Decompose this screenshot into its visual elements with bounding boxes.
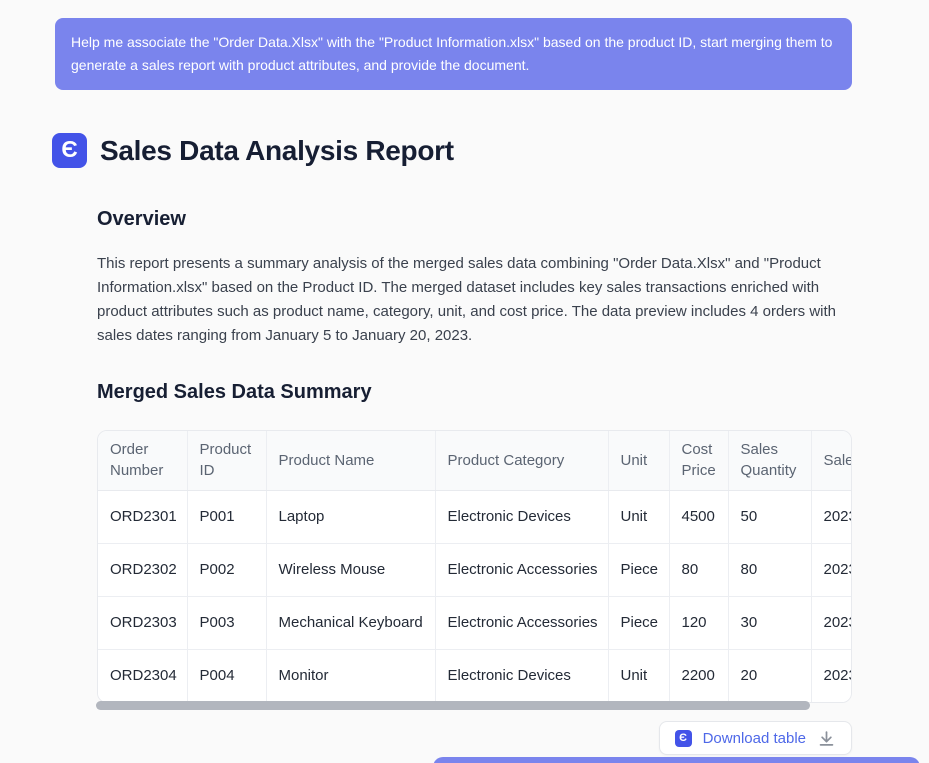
cell-product-category: Electronic Accessories xyxy=(435,543,609,597)
cell-sales-quantity: 80 xyxy=(728,543,812,597)
cell-unit: Unit xyxy=(608,649,670,702)
cell-product-name: Laptop xyxy=(266,490,436,544)
report-header: Є Sales Data Analysis Report xyxy=(52,133,454,168)
column-header-product-id: Product ID xyxy=(187,431,267,491)
download-table-button[interactable]: Є Download table xyxy=(658,721,852,755)
column-header-product-name: Product Name xyxy=(266,431,436,491)
table-row: ORD2301 P001 Laptop Electronic Devices U… xyxy=(98,490,851,544)
column-header-sales-date: Sales Date xyxy=(811,431,851,491)
cell-sales-date: 2023 xyxy=(811,649,851,702)
column-header-unit: Unit xyxy=(608,431,670,491)
app-logo-icon: Є xyxy=(52,133,87,168)
cell-product-category: Electronic Accessories xyxy=(435,596,609,650)
table-header-row: Order Number Product ID Product Name Pro… xyxy=(98,431,851,491)
overview-paragraph: This report presents a summary analysis … xyxy=(97,255,837,344)
cell-product-name: Wireless Mouse xyxy=(266,543,436,597)
column-header-cost-price: Cost Price xyxy=(669,431,729,491)
cell-product-name: Monitor xyxy=(266,649,436,702)
overview-heading: Overview xyxy=(97,208,186,230)
cell-product-category: Electronic Devices xyxy=(435,649,609,702)
cell-product-name: Mechanical Keyboard xyxy=(266,596,436,650)
e-logo-glyph: Є xyxy=(679,731,687,744)
user-prompt-text: Help me associate the "Order Data.Xlsx" … xyxy=(71,34,833,73)
cell-sales-quantity: 20 xyxy=(728,649,812,702)
cell-sales-date: 2023 xyxy=(811,596,851,650)
e-logo-icon: Є xyxy=(674,729,692,747)
cell-unit: Piece xyxy=(608,543,670,597)
cell-sales-date: 2023 xyxy=(811,490,851,544)
cell-sales-quantity: 50 xyxy=(728,490,812,544)
column-header-product-category: Product Category xyxy=(435,431,609,491)
cell-unit: Unit xyxy=(608,490,670,544)
scrollbar-thumb[interactable] xyxy=(96,701,810,710)
cell-cost-price: 120 xyxy=(669,596,729,650)
cell-product-id: P002 xyxy=(187,543,267,597)
user-prompt-banner: Help me associate the "Order Data.Xlsx" … xyxy=(55,18,852,90)
cell-product-category: Electronic Devices xyxy=(435,490,609,544)
table-row: ORD2302 P002 Wireless Mouse Electronic A… xyxy=(98,543,851,597)
cell-sales-date: 2023 xyxy=(811,543,851,597)
table-actions: Є Download table xyxy=(658,721,852,755)
cell-cost-price: 80 xyxy=(669,543,729,597)
cell-product-id: P004 xyxy=(187,649,267,702)
cell-sales-quantity: 30 xyxy=(728,596,812,650)
column-header-order-number: Order Number xyxy=(98,431,188,491)
column-header-sales-quantity: Sales Quantity xyxy=(728,431,812,491)
next-message-bubble-edge xyxy=(433,757,920,763)
cell-cost-price: 4500 xyxy=(669,490,729,544)
horizontal-scrollbar[interactable] xyxy=(96,701,810,710)
merged-sales-table-container: Order Number Product ID Product Name Pro… xyxy=(97,430,852,703)
page-title: Sales Data Analysis Report xyxy=(100,134,454,166)
download-icon xyxy=(819,730,834,746)
table-row: ORD2304 P004 Monitor Electronic Devices … xyxy=(98,649,851,702)
cell-order-number: ORD2303 xyxy=(98,596,188,650)
cell-order-number: ORD2304 xyxy=(98,649,188,702)
cell-product-id: P001 xyxy=(187,490,267,544)
merged-sales-table: Order Number Product ID Product Name Pro… xyxy=(98,431,851,702)
table-section-heading: Merged Sales Data Summary xyxy=(97,381,372,403)
cell-unit: Piece xyxy=(608,596,670,650)
app-logo-glyph: Є xyxy=(61,136,78,162)
cell-order-number: ORD2301 xyxy=(98,490,188,544)
table-row: ORD2303 P003 Mechanical Keyboard Electro… xyxy=(98,596,851,650)
cell-order-number: ORD2302 xyxy=(98,543,188,597)
download-table-label: Download table xyxy=(702,729,806,747)
cell-product-id: P003 xyxy=(187,596,267,650)
cell-cost-price: 2200 xyxy=(669,649,729,702)
